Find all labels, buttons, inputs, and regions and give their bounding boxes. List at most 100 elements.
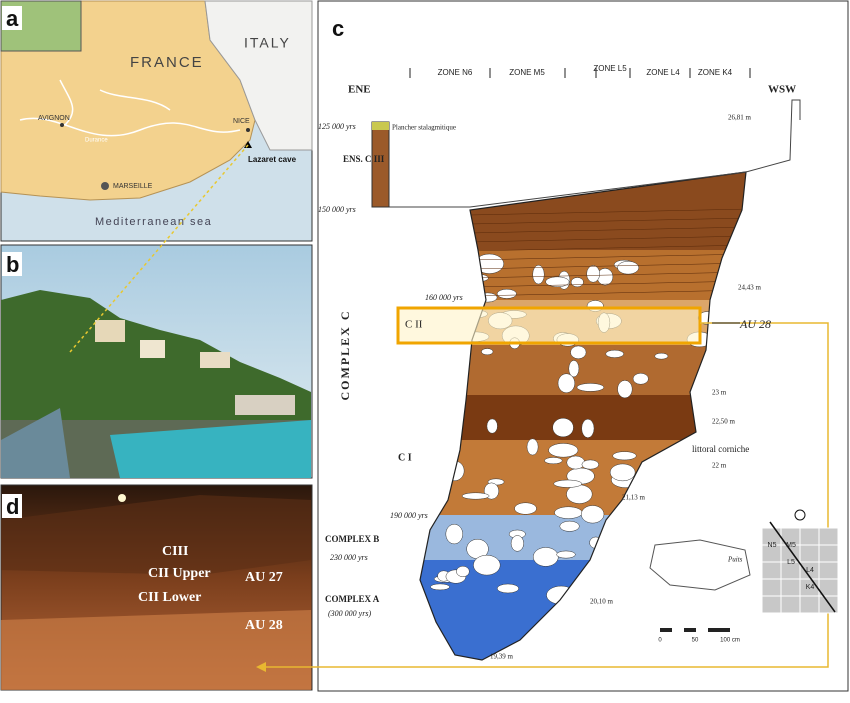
block <box>654 352 669 360</box>
note-label: Puits <box>727 556 743 564</box>
italy-area <box>204 0 313 151</box>
block <box>581 418 595 438</box>
building <box>95 320 125 342</box>
unit-label: ENS. C III <box>343 154 385 164</box>
city-label: NICE <box>233 118 250 125</box>
block <box>545 276 570 288</box>
scale-bar <box>660 628 730 632</box>
elevation-label: 26,81 m <box>728 114 752 122</box>
city-dot <box>101 182 109 190</box>
age-label: (300 000 yrs) <box>328 609 371 618</box>
unit-label: COMPLEX A <box>325 594 380 604</box>
block <box>497 583 519 594</box>
block <box>461 492 490 500</box>
unit-label: C I <box>398 452 412 463</box>
grid-cell <box>761 561 782 580</box>
highlight-unit: C II <box>405 319 423 331</box>
grid-diagram <box>761 509 839 614</box>
photo-label: CII Lower <box>138 590 201 605</box>
grid-cell-label: L4 <box>806 567 814 574</box>
grid-cell <box>818 595 839 614</box>
grid-cell <box>818 527 839 546</box>
block <box>566 455 586 470</box>
block <box>586 265 600 283</box>
photo-panel-d <box>0 484 313 691</box>
city-label: AVIGNON <box>38 115 70 122</box>
scale-bar-segment <box>696 628 708 632</box>
scale-label: 100 cm <box>720 638 740 644</box>
grid-cell-label: N5 <box>768 542 777 549</box>
grid-axis <box>769 521 836 613</box>
block <box>617 261 640 275</box>
grid-cell <box>799 595 820 614</box>
river-label: Durance <box>85 138 108 144</box>
block <box>632 372 649 385</box>
panel-label: c <box>332 16 344 41</box>
panel-label: b <box>6 252 19 277</box>
block <box>510 535 524 552</box>
cave-ceiling <box>380 99 801 208</box>
panel-label-bg <box>2 6 22 30</box>
zone-label: ZONE L4 <box>646 68 680 77</box>
zone-label: ZONE N6 <box>438 68 473 77</box>
photo-label: AU 27 <box>245 570 283 585</box>
grid-cell <box>761 595 782 614</box>
block <box>552 417 574 438</box>
grid-cell <box>818 544 839 563</box>
unit-label: COMPLEX B <box>325 534 379 544</box>
grid-cell <box>780 578 801 597</box>
elevation-label: 21,13 m <box>622 494 646 502</box>
block <box>532 264 545 285</box>
city-dot <box>246 128 250 132</box>
elevation-label: 22,50 m <box>712 418 736 426</box>
rivers <box>19 79 241 137</box>
building <box>235 395 295 415</box>
bed-line <box>469 253 746 261</box>
grid-cell <box>799 544 820 563</box>
panel-label: a <box>6 6 19 31</box>
highlight-label: AU 28 <box>739 317 771 331</box>
photo-label: CIII <box>162 544 188 559</box>
country-label: ITALY <box>244 35 291 51</box>
block <box>581 505 605 524</box>
bed-line <box>469 217 746 225</box>
photo-label: CII Upper <box>148 566 211 581</box>
age-label: 190 000 yrs <box>390 511 428 520</box>
connector-line <box>262 322 829 668</box>
block <box>617 380 633 399</box>
zone-label: ZONE L5 <box>593 64 627 73</box>
bed-line <box>469 271 746 279</box>
block <box>581 459 600 470</box>
grid-cell <box>799 527 820 546</box>
scale-bar-segment <box>672 628 684 632</box>
grid-cell-label: L5 <box>787 559 795 566</box>
country-label: FRANCE <box>130 54 204 71</box>
elevation-label: 23 m <box>712 389 727 397</box>
panel-label-bg <box>328 16 348 40</box>
block <box>609 463 636 482</box>
block <box>554 506 583 519</box>
age-label: 150 000 yrs <box>318 205 356 214</box>
orientation-label: WSW <box>768 84 796 96</box>
block <box>612 451 637 461</box>
block <box>526 438 539 456</box>
elevation-label: 24,43 m <box>738 284 762 292</box>
cave-floor <box>1 610 311 690</box>
bed-line <box>469 244 746 252</box>
bed-line <box>469 226 746 234</box>
map-panel: FRANCE ITALY AVIGNON NICE MARSEILLE Dura… <box>0 0 313 242</box>
bed-line <box>469 289 746 297</box>
connector-arrow <box>256 662 266 672</box>
cave-plan <box>649 539 751 591</box>
ens-ciii-column <box>371 121 390 208</box>
age-label: 230 000 yrs <box>330 553 368 562</box>
city-label: MARSEILLE <box>113 183 153 190</box>
block <box>559 520 580 532</box>
panel-label: d <box>6 494 19 519</box>
block <box>605 349 625 358</box>
block <box>553 479 582 488</box>
building <box>140 340 165 358</box>
sea <box>110 420 311 478</box>
city-dot <box>60 123 64 127</box>
